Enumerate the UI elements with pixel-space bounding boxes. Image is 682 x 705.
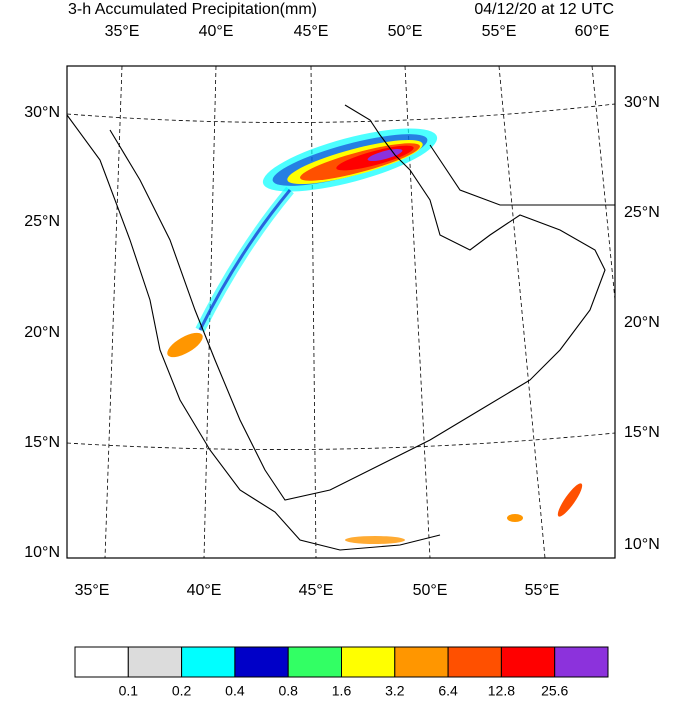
lat-label: 20°N [24,324,60,341]
title: 3-h Accumulated Precipitation(mm) [68,1,317,18]
colorbar-box [500,646,556,678]
valid-time: 04/12/20 at 12 UTC [474,1,614,18]
colorbar-label: 0.1 [119,683,139,699]
colorbar-box [447,646,502,678]
colorbar-label: 0.4 [225,683,245,699]
lat-label: 15°N [624,424,660,441]
lon-label: 35°E [105,23,140,40]
colorbar-box [74,646,129,678]
map [66,65,616,559]
colorbar-box [181,646,236,678]
lon-label: 45°E [299,582,334,599]
lon-label: 45°E [294,23,329,40]
colorbar-label: 3.2 [385,683,405,699]
lon-label: 55°E [482,23,517,40]
lat-label: 15°N [24,434,60,451]
lat-label: 20°N [624,314,660,331]
colorbar-label: 0.2 [172,683,192,699]
lat-label: 25°N [624,204,660,221]
colorbar-box [341,646,396,678]
colorbar-label: 12.8 [488,683,515,699]
colorbar-box [234,646,289,678]
lat-label: 10°N [624,536,660,553]
lon-label: 55°E [525,582,560,599]
lon-label: 60°E [575,23,610,40]
colorbar-box [127,646,183,678]
lon-label: 40°E [199,23,234,40]
lat-label: 10°N [24,544,60,561]
lon-label: 40°E [187,582,222,599]
lon-label: 50°E [388,23,423,40]
lat-label: 30°N [624,94,660,111]
lat-label: 25°N [24,213,60,230]
colorbar-label: 0.8 [278,683,298,699]
lat-label: 30°N [24,104,60,121]
lon-label: 35°E [75,582,110,599]
coastlines [66,104,615,551]
colorbar-label: 1.6 [332,683,352,699]
colorbar-label: 6.4 [438,683,458,699]
colorbar-label: 25.6 [541,683,568,699]
colorbar-box [554,646,609,678]
colorbar-box [287,646,343,678]
colorbar-box [394,646,449,678]
lon-label: 50°E [413,582,448,599]
